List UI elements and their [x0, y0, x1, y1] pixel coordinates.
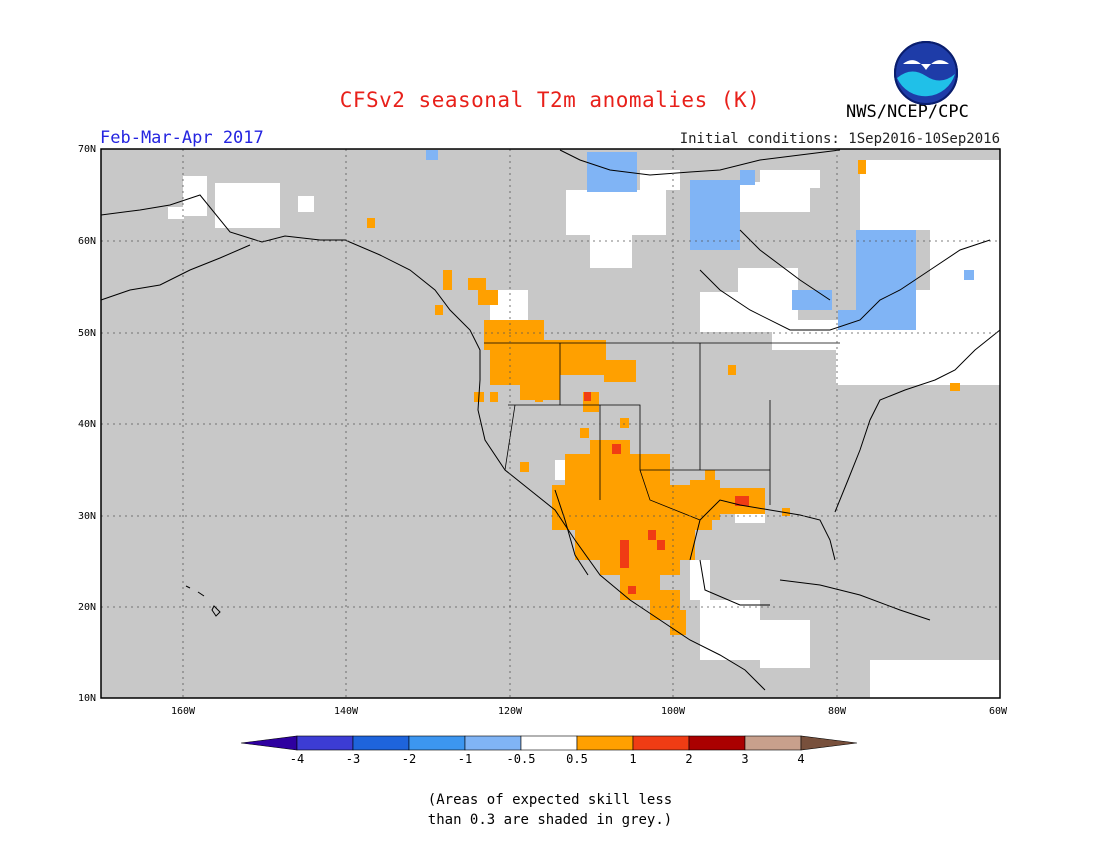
strong-warm-anomaly-regions — [584, 392, 749, 594]
colorbar-swatch — [576, 735, 634, 751]
footnote-line: (Areas of expected skill less — [427, 792, 673, 808]
lat-label: 20N — [78, 602, 96, 613]
colorbar-label: 4 — [797, 752, 804, 766]
colorbar-swatch — [520, 735, 578, 751]
lon-label: 80W — [828, 706, 847, 717]
season-label: Feb-Mar-Apr 2017 — [100, 128, 264, 148]
colorbar-label: -3 — [346, 752, 360, 766]
colorbar-label: 3 — [741, 752, 748, 766]
lat-label: 40N — [78, 419, 96, 430]
coastlines — [100, 149, 1001, 691]
colorbar-swatch — [688, 735, 746, 751]
map-background — [101, 149, 1000, 698]
map-frame — [100, 148, 1001, 699]
cool-anomaly-regions — [426, 150, 974, 330]
lat-label: 10N — [78, 693, 96, 704]
colorbar-right-arrow — [800, 735, 858, 751]
lat-label: 30N — [78, 511, 96, 522]
gridlines — [101, 149, 1000, 698]
footnote: (Areas of expected skill less than 0.3 a… — [0, 790, 1100, 830]
colorbar-swatch — [632, 735, 690, 751]
noaa-logo-icon — [894, 41, 958, 105]
colorbar-swatch — [464, 735, 522, 751]
lat-label: 50N — [78, 328, 96, 339]
lat-label: 70N — [78, 144, 96, 155]
lat-label: 60N — [78, 236, 96, 247]
lon-label: 160W — [171, 706, 196, 717]
agency-label: NWS/NCEP/CPC — [846, 102, 969, 122]
colorbar-swatch — [296, 735, 354, 751]
colorbar-label: 1 — [629, 752, 636, 766]
colorbar: -4 -3 -2 -1 -0.5 0.5 1 2 3 4 — [240, 735, 858, 766]
state-borders — [484, 342, 840, 521]
colorbar-label: -1 — [458, 752, 472, 766]
colorbar-label: -0.5 — [507, 752, 536, 766]
lon-label: 120W — [498, 706, 523, 717]
colorbar-label: -2 — [402, 752, 416, 766]
colorbar-swatch — [408, 735, 466, 751]
warm-anomaly-regions — [367, 160, 960, 635]
lon-label: 100W — [661, 706, 686, 717]
neutral-anomaly-regions — [168, 160, 1001, 698]
hawaii-islands — [185, 585, 221, 617]
colorbar-label: -4 — [290, 752, 304, 766]
anomaly-map: 70N 60N 50N 40N 30N 20N 10N 160W 140W 12… — [78, 144, 1008, 717]
lon-label: 60W — [989, 706, 1008, 717]
colorbar-swatch — [744, 735, 802, 751]
colorbar-label: 0.5 — [566, 752, 588, 766]
colorbar-swatch — [352, 735, 410, 751]
lon-label: 140W — [334, 706, 359, 717]
colorbar-label: 2 — [685, 752, 692, 766]
initial-conditions-label: Initial conditions: 1Sep2016-10Sep2016 — [679, 131, 1000, 147]
footnote-line: than 0.3 are shaded in grey.) — [427, 812, 673, 828]
colorbar-left-arrow — [240, 735, 298, 751]
map-title: CFSv2 seasonal T2m anomalies (K) — [339, 88, 761, 112]
